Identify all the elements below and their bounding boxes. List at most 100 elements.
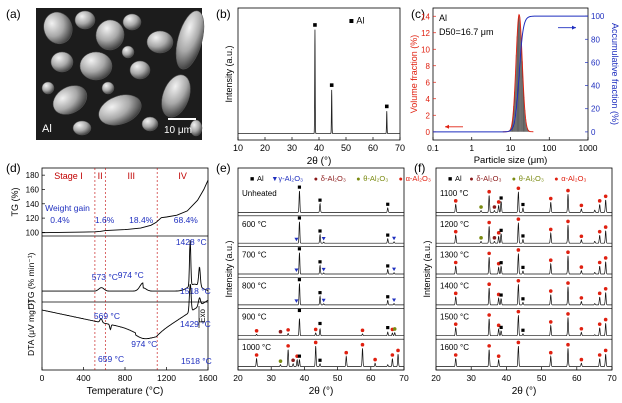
ylabel-f: Intensity (a.u.): [422, 240, 432, 297]
tg-ytick-label-d: 120: [26, 214, 40, 223]
particle: [41, 81, 55, 95]
alpha-marker-f: [453, 199, 458, 203]
panel-label-c: (c): [411, 7, 425, 21]
xtick-label-e: 40: [300, 373, 310, 383]
particle: [129, 60, 151, 80]
tg-ytick-label-d: 180: [26, 171, 40, 180]
xtick-label-c: 1: [469, 143, 474, 153]
al-marker-f: [499, 261, 503, 265]
dtg-label-573-d: 573 °C: [92, 272, 118, 282]
yleft-tick-label-c: 14: [421, 12, 430, 21]
panel-label-e: (e): [216, 161, 231, 175]
theta-marker-f: [479, 205, 483, 209]
legend-label-f: δ-Al₂O₃: [476, 174, 501, 183]
al-marker-e: [297, 308, 302, 313]
ylabel-b: Intensity (a.u.): [224, 45, 234, 102]
alpha-marker-e: [313, 327, 318, 332]
delta-marker-e: [278, 329, 283, 334]
row-label-f: 1100 °C: [440, 189, 469, 198]
al-marker-f: [521, 202, 525, 207]
alpha-marker-e: [313, 340, 318, 345]
al-marker-e: [386, 264, 390, 268]
xtick-label-b: 70: [395, 143, 405, 153]
particle: [43, 11, 73, 45]
yright-tick-label-c: 20: [591, 105, 600, 114]
alpha-marker-f: [566, 250, 570, 255]
delta-marker-e: [291, 358, 295, 363]
alpha-marker-f: [453, 260, 458, 265]
tg-curve-d: [41, 180, 209, 234]
row-label-e: Unheated: [242, 189, 277, 198]
xtick-label-b: 20: [260, 143, 270, 153]
al-marker-e: [297, 354, 302, 358]
alpha-marker-e: [390, 353, 395, 357]
xtick-label-d: 1600: [199, 373, 218, 383]
particle: [52, 85, 88, 115]
xtick-label-c: 0.1: [427, 143, 439, 153]
particle: [175, 10, 205, 70]
legend-label-b: Al: [356, 16, 364, 26]
xtick-label-f: 50: [537, 373, 547, 383]
alpha-marker-f: [566, 219, 570, 224]
xtick-label-b: 50: [341, 143, 351, 153]
dta-label-1518-d: 1518 °C: [181, 356, 212, 366]
al-marker-e: [318, 291, 322, 295]
gamma-marker-e: [321, 267, 326, 272]
tg-ytick-label-d: 140: [26, 200, 40, 209]
alpha-marker-f: [496, 354, 501, 358]
row-label-f: 1200 °C: [440, 220, 469, 229]
xtick-label-b: 30: [287, 143, 297, 153]
tg-ytick-label-d: 160: [26, 185, 40, 194]
al-marker-e: [297, 247, 302, 251]
alpha-marker-f: [516, 278, 521, 283]
alpha-marker-f: [579, 203, 584, 208]
xtick-label-e: 30: [266, 373, 276, 383]
alpha-marker-f: [453, 322, 458, 326]
xtick-label-f: 60: [572, 373, 582, 383]
dtg-curve-d: [42, 240, 209, 292]
alpha-marker-f: [516, 248, 521, 252]
yright-tick-label-c: 0: [591, 128, 596, 137]
row-label-f: 1600 °C: [440, 343, 469, 352]
xtick-label-d: 0: [40, 373, 45, 383]
alpha-marker-f: [597, 260, 602, 265]
alpha-marker-f: [603, 348, 608, 353]
xrd-trace-e: [238, 318, 404, 337]
legend-label-e: θ-Al₂O₃: [363, 174, 388, 183]
xtick-label-b: 10: [233, 143, 243, 153]
weight-gain-value-d: 68.4%: [174, 215, 199, 225]
alpha-marker-f: [597, 199, 602, 203]
panel-label-f: (f): [414, 161, 425, 175]
dtg-label-974-d: 974 °C: [118, 270, 144, 280]
alpha-marker-f: [597, 291, 602, 296]
stage-label-d: IV: [178, 171, 187, 181]
delta-marker-f: [492, 205, 497, 209]
al-marker-f: [499, 325, 503, 329]
exo-label-d: Exo: [198, 309, 207, 323]
weight-gain-value-d: 18.4%: [129, 215, 154, 225]
gamma-marker-e: [294, 237, 299, 242]
particle: [141, 116, 159, 132]
legend-label-e: γ-Al₂O₃: [278, 174, 303, 183]
alpha-marker-f: [566, 342, 570, 347]
panel-label-b: (b): [216, 7, 231, 21]
alpha-marker-f: [579, 234, 584, 239]
particle: [161, 74, 191, 118]
alpha-marker-f: [496, 200, 501, 204]
alpha-marker-f: [603, 194, 608, 199]
gamma-marker-e: [294, 268, 299, 273]
dta-ylabel-d: DTA (μV mg⁻¹): [26, 300, 36, 356]
d50-label-c: D50=16.7 μm: [439, 27, 493, 37]
xrd-trace-f: [436, 315, 612, 337]
xrd-trace-f: [436, 222, 612, 244]
alpha-marker-f: [453, 229, 458, 234]
xtick-label-c: 100: [542, 143, 556, 153]
alpha-marker-f: [487, 251, 491, 256]
xlabel-f: 2θ (°): [512, 386, 537, 397]
alpha-marker-f: [548, 350, 553, 355]
alpha-marker-f: [597, 229, 602, 234]
al-marker-f: [521, 234, 525, 238]
legend-marker-e: ●: [399, 176, 403, 183]
xtick-label-e: 70: [399, 373, 409, 383]
yleft-tick-label-c: 12: [421, 29, 430, 38]
